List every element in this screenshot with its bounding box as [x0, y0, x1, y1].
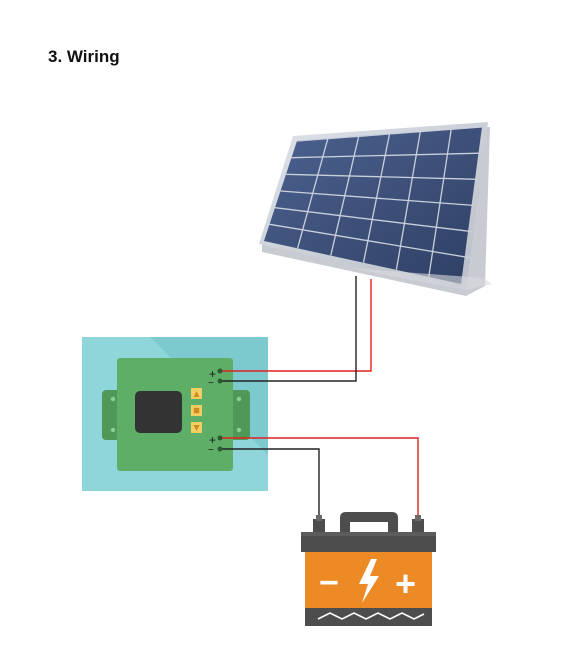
- battery-positive-terminal: [412, 519, 424, 533]
- panel-ground-shadow: [350, 268, 492, 290]
- controller-screen: [135, 391, 182, 433]
- battery-icon: − +: [301, 512, 436, 626]
- pv-minus-label: −: [208, 378, 214, 389]
- solar-panel-icon: [259, 122, 492, 296]
- wires: [221, 276, 419, 521]
- battery-plus-symbol: +: [395, 563, 416, 604]
- pv-negative-wire: [221, 276, 357, 382]
- controller-terminals: [217, 368, 223, 452]
- battery-handle: [340, 512, 398, 535]
- battery-minus-symbol: −: [319, 564, 339, 602]
- batt-minus-label: −: [208, 445, 214, 456]
- pv-positive-wire: [221, 279, 372, 372]
- batt-plus-label: +: [209, 433, 216, 447]
- panel-cells: [264, 127, 482, 284]
- battery-lid: [301, 532, 436, 552]
- pv-plus-label: +: [209, 367, 216, 381]
- battery-positive-wire: [221, 437, 419, 521]
- battery-base-wave: [317, 612, 425, 620]
- lightning-bolt-icon: [359, 559, 379, 603]
- page-title: 3. Wiring: [48, 47, 120, 66]
- battery-negative-wire: [221, 448, 320, 521]
- battery-negative-terminal: [313, 519, 325, 533]
- charge-controller-icon: + − + −: [82, 337, 268, 491]
- panel-grid: [269, 126, 483, 277]
